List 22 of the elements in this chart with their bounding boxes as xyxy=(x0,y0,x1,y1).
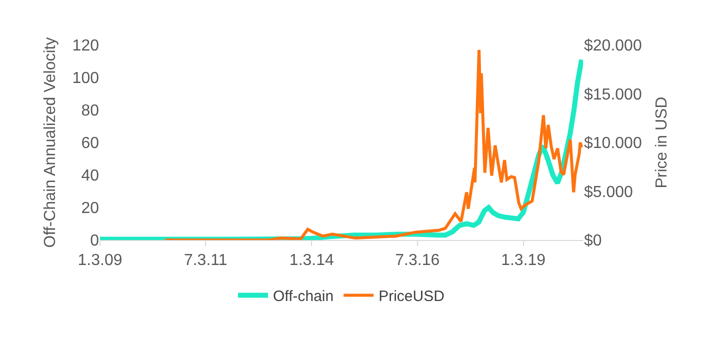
y2-tick-label: $5.000 xyxy=(584,184,634,201)
legend-label: Off-chain xyxy=(273,288,334,306)
x-tick-label: 1.3.09 xyxy=(78,252,122,270)
legend-label: PriceUSD xyxy=(378,288,445,306)
x-tick-label: 1.3.19 xyxy=(501,252,546,270)
x-tick-label: 1.3.14 xyxy=(289,252,334,270)
y2-tick-label: $0 xyxy=(584,232,602,250)
y2-tick-label: $10.000 xyxy=(584,135,642,152)
y-tick-label: 120 xyxy=(72,38,100,55)
y-tick-label: 60 xyxy=(81,135,100,152)
line-series xyxy=(164,48,583,240)
y2-axis-title: Price in USD xyxy=(654,96,671,188)
y2-tick-label: $15.000 xyxy=(584,86,642,104)
y-tick-label: 100 xyxy=(72,70,100,88)
y-axis-title: Off-Chain Annualized Velocity xyxy=(42,37,60,248)
x-tick-label: 7.3.16 xyxy=(395,252,440,270)
y-tick-label: 80 xyxy=(81,102,100,120)
y-tick-label: 0 xyxy=(90,232,100,250)
y-tick-label: 20 xyxy=(81,200,100,218)
y-tick-label: 40 xyxy=(81,168,100,185)
y2-tick-label: $20.000 xyxy=(584,38,642,55)
x-tick-label: 7.3.11 xyxy=(184,252,228,270)
